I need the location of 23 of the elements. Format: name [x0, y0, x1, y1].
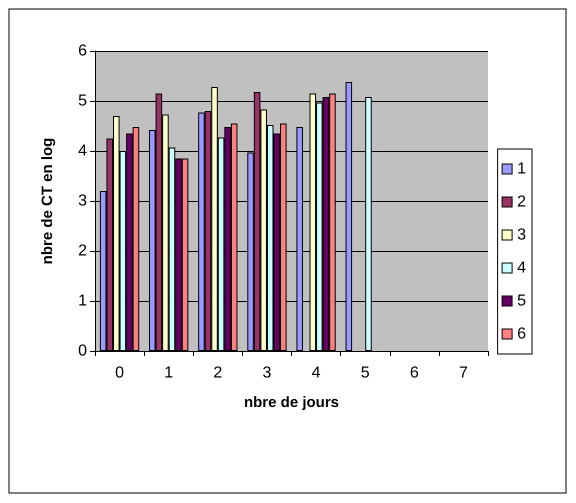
legend-label: 5 — [517, 292, 526, 310]
x-tick-label: 7 — [458, 364, 468, 382]
x-tick-label: 1 — [164, 364, 174, 382]
legend-label: 1 — [517, 160, 526, 178]
y-axis-title: nbre de CT en log — [39, 138, 56, 264]
y-tick-label: 0 — [78, 342, 88, 360]
x-tick-label: 6 — [410, 364, 419, 382]
legend-label: 6 — [517, 326, 526, 342]
y-tick-label: 4 — [78, 142, 88, 160]
x-axis-title: nbre de jours — [244, 394, 340, 411]
x-tick-label: 4 — [312, 364, 321, 382]
x-tick-label: 5 — [360, 364, 370, 382]
y-tick-label: 5 — [78, 92, 88, 110]
y-tick-label: 1 — [78, 292, 88, 310]
y-tick-label: 2 — [78, 242, 88, 260]
legend-label: 2 — [517, 194, 526, 210]
legend-label: 3 — [517, 226, 526, 244]
legend-label: 4 — [517, 260, 526, 276]
x-tick-label: 0 — [115, 364, 124, 382]
x-tick-label: 3 — [262, 364, 272, 382]
y-tick-label: 3 — [78, 192, 88, 210]
y-tick-label: 6 — [78, 42, 88, 60]
x-tick-label: 2 — [213, 364, 222, 382]
